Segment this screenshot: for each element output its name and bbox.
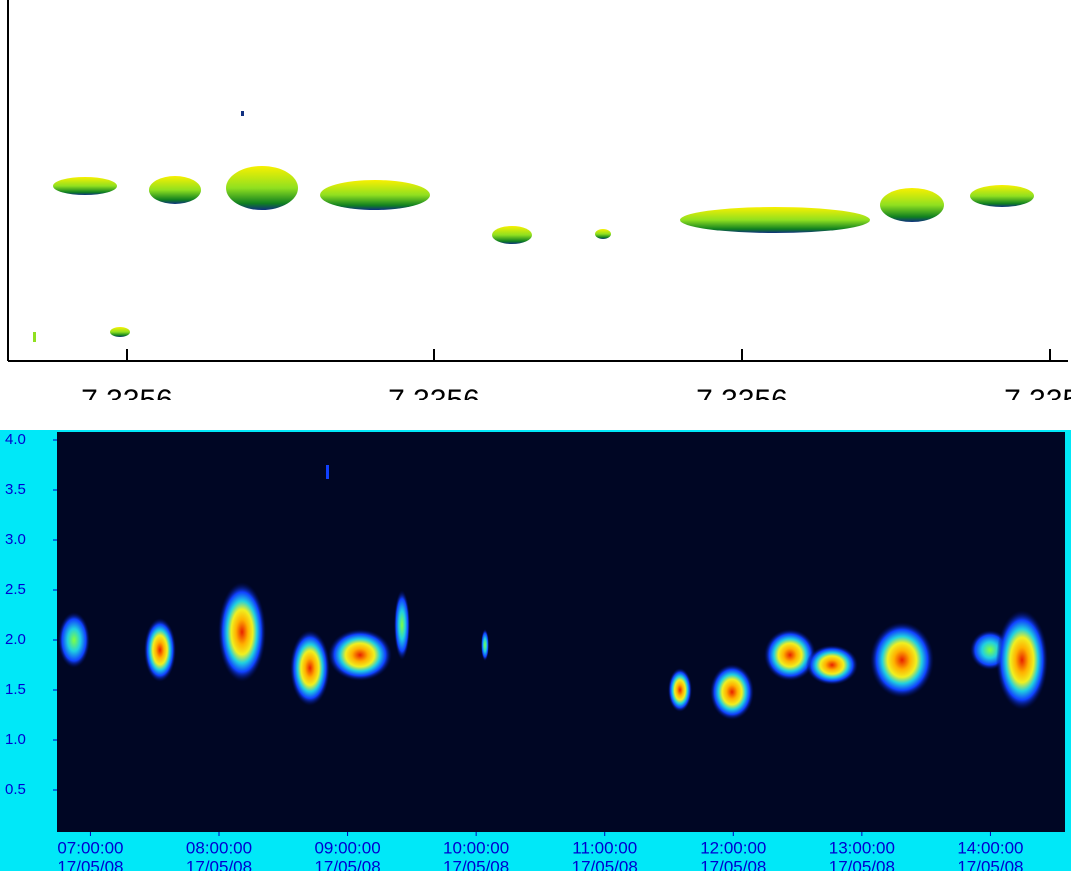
y-tick-label: 2.0 — [5, 631, 26, 648]
echo — [110, 327, 130, 337]
echo — [149, 176, 201, 204]
y-tick-label: 1.5 — [5, 681, 26, 698]
x-tick-date: 17/05/08 — [443, 857, 509, 871]
echo — [394, 590, 410, 660]
x-tick-label: 11:00:00 — [572, 838, 637, 857]
x-tick-date: 17/05/08 — [572, 857, 638, 871]
x-tick-label: 7.3356 — [81, 384, 173, 417]
x-tick-date: 17/05/08 — [829, 857, 895, 871]
echo — [326, 465, 329, 479]
y-tick-label: 3.5 — [5, 481, 26, 498]
x-tick-date: 17/05/08 — [700, 857, 766, 871]
y-tick-label: 3.0 — [5, 531, 26, 548]
x-tick-label: 13:00:00 — [829, 838, 895, 857]
intensity-layer — [58, 465, 1048, 720]
echo — [710, 664, 754, 720]
x-tick-date: 17/05/08 — [314, 857, 380, 871]
y-tick-label: 4.0 — [5, 431, 26, 448]
echo — [880, 188, 944, 222]
echo — [290, 630, 330, 706]
echo-layer — [33, 111, 1034, 342]
echo — [218, 582, 266, 682]
x-tick-date: 17/05/08 — [957, 857, 1023, 871]
x-tick-label: 08:00:00 — [186, 838, 252, 857]
echo — [328, 629, 392, 681]
echo — [764, 629, 816, 681]
echo — [970, 185, 1034, 207]
echo — [320, 180, 430, 210]
echo — [806, 645, 858, 685]
echo — [668, 668, 692, 712]
echo — [226, 166, 298, 210]
x-tick-label: 7.3356 — [696, 384, 788, 417]
echo — [58, 612, 90, 668]
echogram-panel: 7.3356 7.3356 7.3356 7.3356 — [7, 0, 1071, 417]
y-tick-label: 0.5 — [5, 781, 26, 798]
echo — [492, 226, 532, 244]
echo — [241, 111, 244, 116]
echo — [680, 207, 870, 233]
x-tick-label: 09:00:00 — [314, 838, 380, 857]
echo — [481, 629, 489, 661]
x-tick-label: 7.3356 — [388, 384, 480, 417]
x-tick-label: 12:00:00 — [700, 838, 766, 857]
echo — [870, 622, 934, 698]
x-tick-label: 7.3356 — [1004, 384, 1071, 417]
y-tick-label: 1.0 — [5, 731, 26, 748]
echo — [996, 610, 1048, 710]
x-tick-label: 14:00:00 — [957, 838, 1023, 857]
echo — [144, 618, 176, 682]
y-tick-label: 2.5 — [5, 581, 26, 598]
heatmap-panel: 0.51.01.52.02.53.03.54.007:00:0017/05/08… — [0, 430, 1071, 871]
echo — [595, 229, 611, 239]
x-tick-label: 10:00:00 — [443, 838, 509, 857]
echo — [33, 332, 36, 342]
x-tick-date: 17/05/08 — [57, 857, 123, 871]
x-tick-label: 07:00:00 — [57, 838, 123, 857]
echo — [53, 177, 117, 195]
x-tick-date: 17/05/08 — [186, 857, 252, 871]
